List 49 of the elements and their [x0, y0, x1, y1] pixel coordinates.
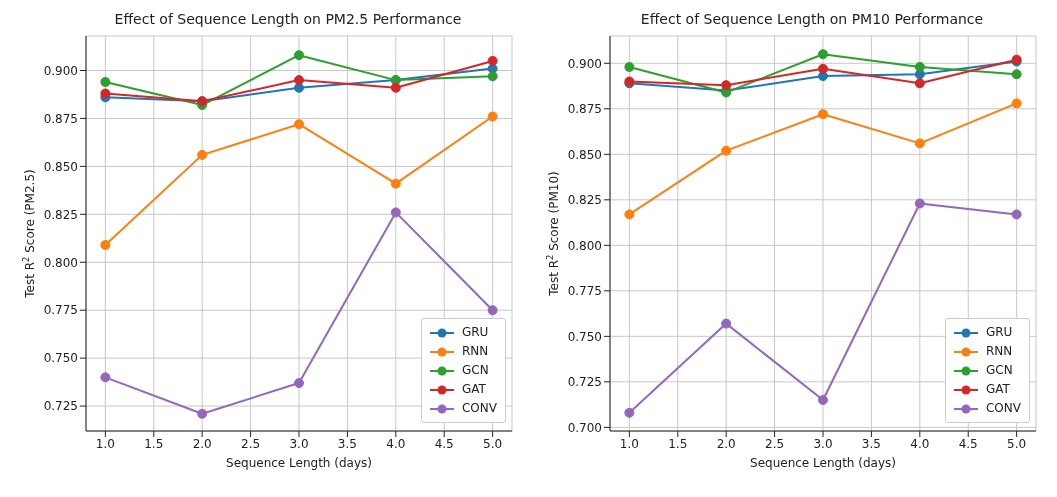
legend-label: RNN: [985, 343, 1013, 360]
y-tick-label: 0.825: [567, 193, 602, 208]
y-tick-label: 0.700: [567, 420, 602, 435]
x-tick-label: 3.5: [861, 436, 881, 451]
chart-title: Effect of Sequence Length on PM2.5 Performance: [114, 11, 462, 27]
y-tick-label: 0.850: [43, 159, 78, 174]
legend-label: GAT: [985, 381, 1010, 398]
y-tick-label: 0.850: [567, 147, 602, 162]
y-tick-label: 0.875: [567, 102, 602, 117]
x-tick-label: 3.0: [289, 436, 309, 451]
legend-label: GRU: [461, 324, 489, 341]
x-tick-label: 4.5: [434, 436, 454, 451]
y-tick-label: 0.725: [567, 375, 602, 390]
x-tick-label: 5.0: [483, 436, 503, 451]
y-tick-label: 0.725: [43, 399, 78, 414]
x-axis-title: Sequence Length (days): [226, 456, 372, 470]
x-tick-label: 2.5: [241, 436, 261, 451]
x-tick-label: 2.0: [716, 436, 736, 451]
y-tick-label: 0.750: [43, 351, 78, 366]
y-tick-label: 0.875: [43, 111, 78, 126]
x-tick-label: 4.0: [386, 436, 406, 451]
y-tick-label: 0.800: [567, 238, 602, 253]
legend-label: CONV: [461, 400, 497, 417]
legend-label: RNN: [461, 343, 489, 360]
legend-label: GCN: [461, 362, 489, 379]
y-tick-label: 0.900: [567, 56, 602, 71]
x-tick-label: 1.0: [619, 436, 639, 451]
y-tick-label: 0.800: [43, 255, 78, 270]
x-tick-label: 4.5: [958, 436, 978, 451]
y-tick-label: 0.775: [567, 284, 602, 299]
x-axis-title: Sequence Length (days): [750, 456, 896, 470]
legend-label: CONV: [985, 400, 1021, 417]
x-tick-label: 5.0: [1007, 436, 1027, 451]
x-tick-label: 2.5: [765, 436, 785, 451]
legend-label: GRU: [985, 324, 1013, 341]
x-tick-label: 1.0: [95, 436, 115, 451]
y-tick-label: 0.825: [43, 207, 78, 222]
x-tick-label: 1.5: [668, 436, 688, 451]
x-tick-label: 1.5: [144, 436, 164, 451]
y-tick-label: 0.775: [43, 303, 78, 318]
x-tick-label: 2.0: [192, 436, 212, 451]
x-tick-label: 3.5: [337, 436, 357, 451]
chart-title: Effect of Sequence Length on PM10 Performance: [640, 11, 984, 27]
legend-label: GAT: [461, 381, 486, 398]
x-tick-label: 4.0: [910, 436, 930, 451]
y-tick-label: 0.750: [567, 329, 602, 344]
x-tick-label: 3.0: [813, 436, 833, 451]
y-tick-label: 0.900: [43, 63, 78, 78]
legend-label: GCN: [985, 362, 1013, 379]
